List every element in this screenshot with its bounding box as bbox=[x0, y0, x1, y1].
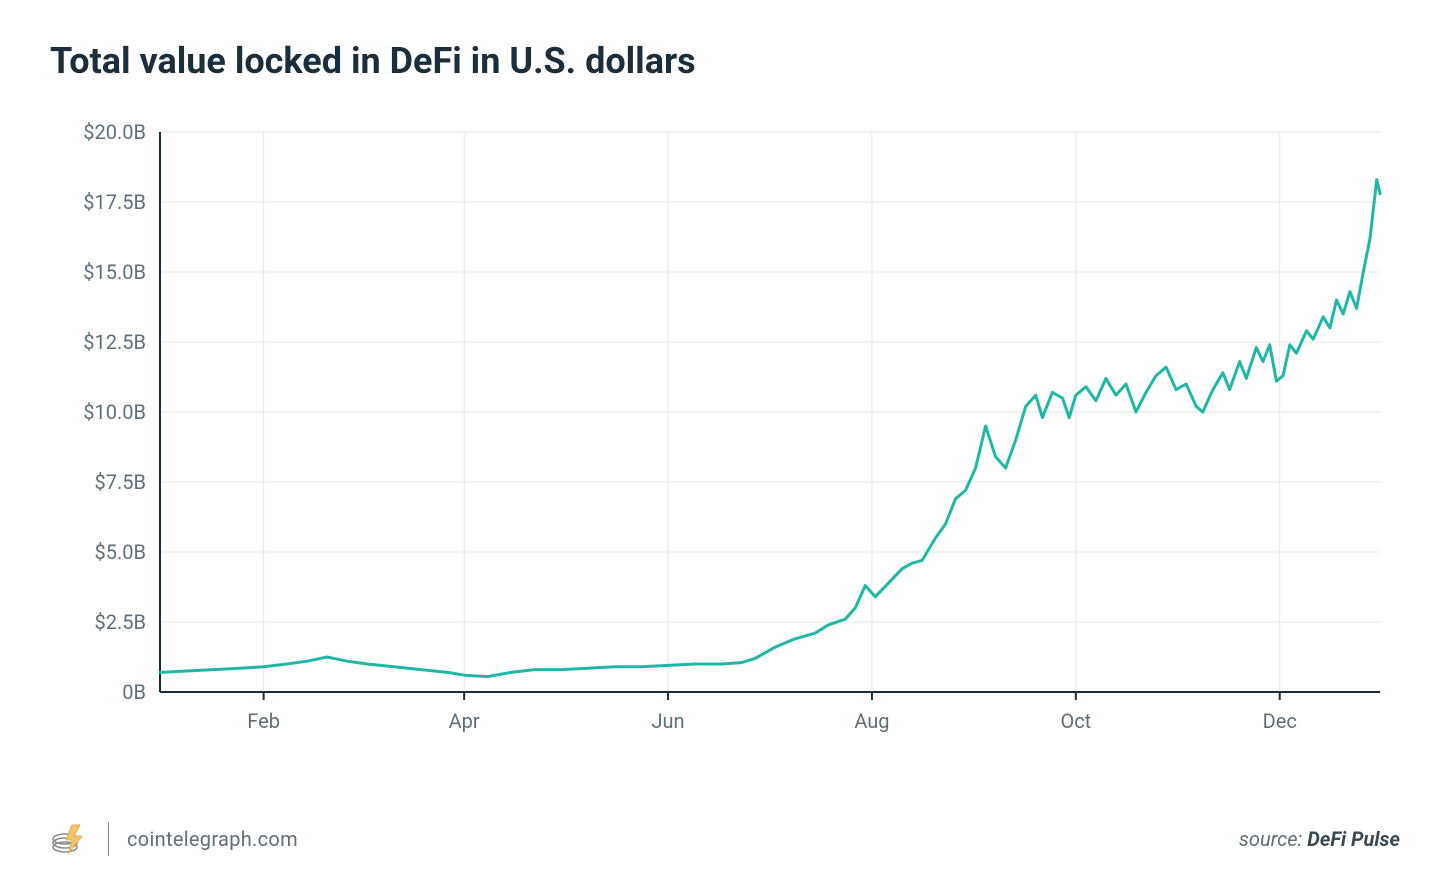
svg-text:Aug: Aug bbox=[854, 709, 889, 733]
footer-left: cointelegraph.com bbox=[50, 822, 298, 856]
cointelegraph-logo-icon bbox=[50, 822, 90, 856]
source-prefix: source: bbox=[1239, 827, 1307, 851]
chart-title: Total value locked in DeFi in U.S. dolla… bbox=[50, 40, 1400, 82]
svg-text:Jun: Jun bbox=[652, 709, 685, 733]
line-chart: 0B $2.5B $5.0B $7.5B $10.0B $12.5B $15.0B $17.5… bbox=[50, 122, 1400, 752]
site-label: cointelegraph.com bbox=[127, 827, 298, 851]
svg-text:$15.0B: $15.0B bbox=[83, 260, 146, 284]
chart-container: 0B $2.5B $5.0B $7.5B $10.0B $12.5B $15.0B $17.5… bbox=[50, 122, 1400, 792]
svg-text:$2.5B: $2.5B bbox=[95, 610, 146, 634]
svg-text:Apr: Apr bbox=[449, 709, 480, 733]
svg-text:$7.5B: $7.5B bbox=[95, 470, 146, 494]
source-label: source: DeFi Pulse bbox=[1239, 827, 1400, 851]
footer: cointelegraph.com source: DeFi Pulse bbox=[50, 822, 1400, 856]
footer-divider bbox=[108, 822, 109, 856]
svg-text:Oct: Oct bbox=[1060, 709, 1091, 733]
svg-text:Dec: Dec bbox=[1263, 709, 1297, 733]
svg-text:Feb: Feb bbox=[247, 709, 280, 733]
svg-text:$17.5B: $17.5B bbox=[83, 190, 146, 214]
svg-text:$5.0B: $5.0B bbox=[95, 540, 146, 564]
svg-text:$10.0B: $10.0B bbox=[83, 400, 146, 424]
svg-text:$20.0B: $20.0B bbox=[83, 122, 146, 144]
svg-text:0B: 0B bbox=[122, 680, 146, 704]
svg-text:$12.5B: $12.5B bbox=[83, 330, 146, 354]
source-name: DeFi Pulse bbox=[1307, 827, 1400, 851]
